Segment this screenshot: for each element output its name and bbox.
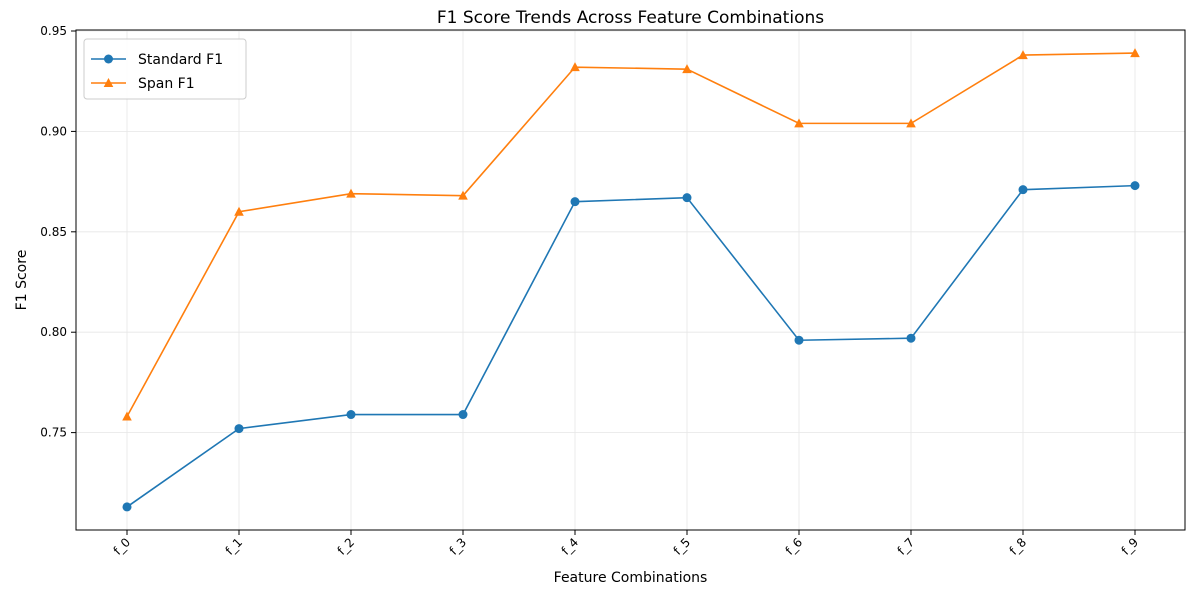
data-point <box>906 333 916 343</box>
legend-label: Standard F1 <box>138 52 223 68</box>
x-tick-label: f_6 <box>783 535 806 558</box>
y-axis-label: F1 Score <box>14 250 30 311</box>
y-tick-label: 0.95 <box>40 24 67 38</box>
y-tick-label: 0.85 <box>40 225 67 239</box>
x-tick-label: f_3 <box>447 535 470 558</box>
data-point <box>906 118 916 128</box>
data-point <box>346 410 356 420</box>
data-point <box>1130 181 1140 191</box>
axis-ticks: 0.75 0.80 0.85 0.90 0.95 f_0 f_1 f_2 f_3 f_4 f_5 f_… <box>40 24 1141 558</box>
data-point <box>346 188 356 198</box>
grid <box>76 30 1185 530</box>
data-point <box>1018 50 1028 60</box>
legend-item: Standard F1 <box>91 52 223 68</box>
data-point <box>458 410 468 420</box>
data-point <box>794 118 804 128</box>
chart-title: F1 Score Trends Across Feature Combinati… <box>437 8 824 28</box>
series-1 <box>122 48 1140 421</box>
data-point <box>1018 185 1028 195</box>
data-point <box>234 206 244 216</box>
x-tick-label: f_8 <box>1007 535 1030 558</box>
x-tick-label: f_5 <box>671 535 694 558</box>
y-tick-label: 0.90 <box>40 124 67 138</box>
series-line <box>126 52 1136 417</box>
y-tick-label: 0.75 <box>40 426 67 440</box>
x-tick-label: f_4 <box>559 535 582 558</box>
data-point <box>122 411 132 421</box>
x-tick-label: f_0 <box>111 535 134 558</box>
data-point <box>570 197 580 207</box>
legend-frame <box>83 38 247 100</box>
legend-item: Span F1 <box>91 76 195 92</box>
series-layer <box>122 48 1140 512</box>
x-tick-label: f_7 <box>895 535 918 558</box>
data-point <box>570 62 580 72</box>
x-tick-label: f_1 <box>223 535 246 558</box>
legend-marker <box>104 54 113 64</box>
data-point <box>122 502 132 512</box>
data-point <box>682 193 692 203</box>
data-point <box>458 190 468 200</box>
legend-label: Span F1 <box>138 76 195 92</box>
series-0 <box>122 181 1140 512</box>
x-tick-label: f_9 <box>1119 535 1142 558</box>
legend-marker <box>103 78 114 87</box>
plot-frame <box>75 29 1186 531</box>
data-point <box>1130 48 1140 58</box>
data-point <box>234 424 244 434</box>
data-point <box>794 335 804 345</box>
x-axis-label: Feature Combinations <box>554 570 708 586</box>
legend: Standard F1 Span F1 <box>83 38 247 100</box>
data-point <box>682 64 692 74</box>
y-tick-label: 0.80 <box>40 325 67 339</box>
x-tick-label: f_2 <box>335 535 358 558</box>
series-line <box>126 184 1136 508</box>
